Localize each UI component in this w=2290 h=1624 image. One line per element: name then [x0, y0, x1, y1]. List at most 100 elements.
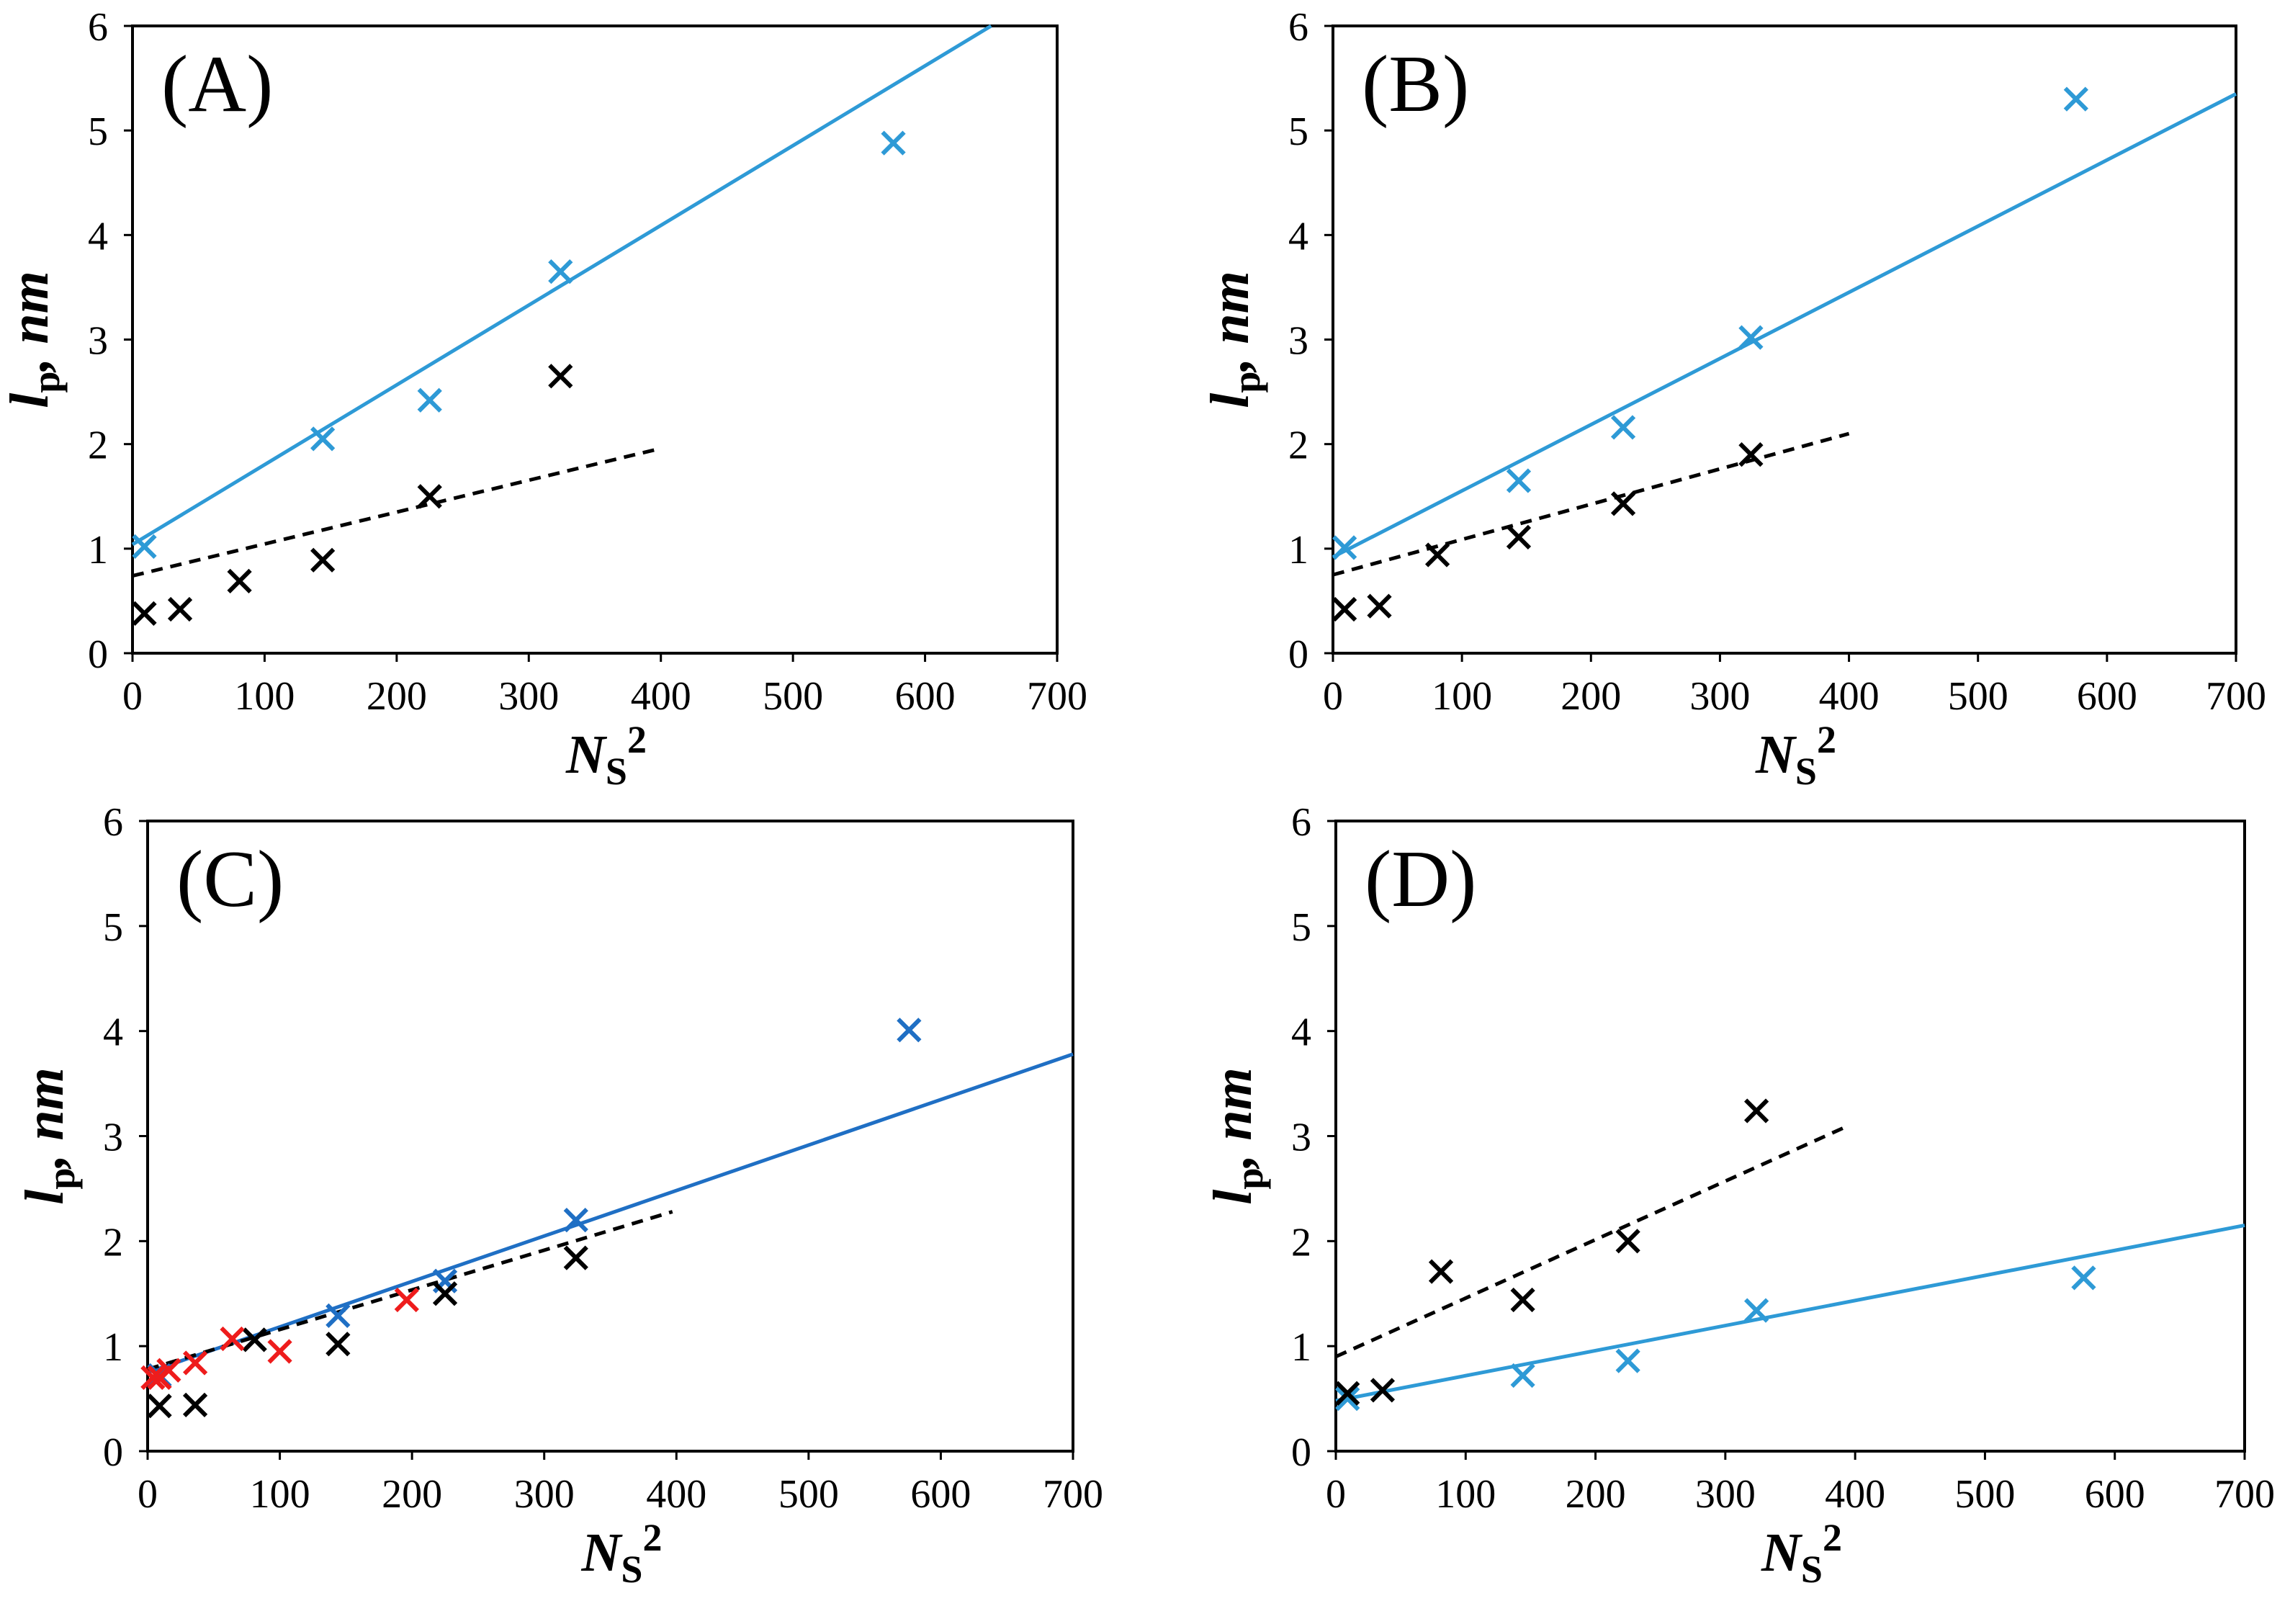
x-tick-label: 500	[1954, 1472, 2015, 1517]
x-tick-label: 500	[778, 1472, 839, 1517]
x-marker-stroke	[1738, 325, 1764, 350]
data-point-black	[242, 1327, 267, 1352]
data-point-black	[1610, 491, 1636, 516]
x-axis-title: NS2	[1755, 718, 1836, 793]
data-point-black	[1335, 1381, 1360, 1406]
x-tick-label: 100	[234, 674, 295, 719]
data-point-black	[1738, 442, 1764, 467]
x-marker-stroke	[147, 1394, 172, 1419]
x-tick-label: 400	[1825, 1472, 1885, 1517]
x-marker-stroke	[325, 1303, 351, 1328]
data-point-blue	[1506, 468, 1532, 493]
x-marker-stroke	[167, 596, 193, 622]
y-axis-title: lp, nm	[1200, 271, 1268, 408]
x-tick-label: 0	[1326, 1472, 1346, 1517]
y-tick-label: 6	[1291, 800, 1311, 845]
data-point-black	[548, 364, 573, 389]
y-tick-label: 3	[1291, 1116, 1311, 1160]
x-axis-title-sup: 2	[642, 1516, 662, 1559]
solid-fit-line	[1335, 1224, 2245, 1403]
x-marker-stroke	[432, 1281, 458, 1306]
x-marker-stroke	[417, 484, 442, 509]
x-tick-label: 200	[1566, 1472, 1626, 1517]
x-marker-stroke	[1510, 1363, 1535, 1389]
x-tick-label: 200	[1561, 674, 1621, 719]
x-tick-label: 400	[1819, 674, 1880, 719]
x-tick-label: 600	[895, 674, 956, 719]
data-point-black	[227, 568, 252, 593]
x-marker-stroke	[132, 601, 157, 626]
x-tick-label: 200	[367, 674, 427, 719]
x-marker-stroke	[1615, 1229, 1640, 1254]
data-point-black	[147, 1394, 172, 1419]
x-marker-stroke	[182, 1392, 208, 1417]
y-axis-title-sub: p	[24, 372, 68, 393]
data-point-black	[182, 1392, 208, 1417]
x-tick-label: 100	[1432, 674, 1492, 719]
x-tick-label: 400	[631, 674, 691, 719]
x-marker-stroke	[1506, 524, 1532, 549]
y-tick-label: 0	[1291, 1430, 1311, 1475]
x-tick-label: 300	[514, 1472, 575, 1517]
data-point-blue	[1738, 325, 1764, 350]
x-axis-title-main: N	[581, 1522, 624, 1583]
data-point-blue	[1335, 1386, 1360, 1412]
y-tick-label: 6	[1288, 5, 1308, 50]
data-point-black	[1428, 1259, 1454, 1284]
x-marker-stroke	[1332, 535, 1357, 560]
y-tick-label: 4	[1291, 1010, 1311, 1055]
data-point-blue	[563, 1208, 588, 1233]
y-tick-label: 5	[1291, 905, 1311, 950]
x-tick-label: 300	[498, 674, 559, 719]
x-marker-stroke	[310, 426, 336, 452]
data-point-black	[1744, 1098, 1769, 1123]
panel-label: (C)	[176, 835, 284, 924]
x-marker-stroke	[2063, 86, 2088, 112]
x-marker-stroke	[242, 1327, 267, 1352]
x-marker-stroke	[1367, 593, 1392, 619]
x-marker-stroke	[310, 547, 336, 573]
data-point-blue	[1510, 1363, 1535, 1389]
x-marker-stroke	[1335, 1386, 1360, 1412]
x-tick-label: 0	[1323, 674, 1343, 719]
data-point-blue	[881, 130, 906, 156]
data-point-black	[1510, 1287, 1535, 1313]
data-point-red	[182, 1350, 208, 1376]
data-point-black	[417, 484, 442, 509]
y-tick-label: 1	[1288, 528, 1308, 573]
y-axis-title-sub: p	[1225, 372, 1268, 393]
y-axis-title-rest: , nm	[14, 1067, 75, 1169]
x-marker-stroke	[897, 1018, 922, 1043]
y-tick-label: 5	[1288, 109, 1308, 154]
data-point-red	[140, 1365, 166, 1391]
y-tick-label: 3	[88, 319, 108, 364]
dashed-fit-line	[1334, 1123, 1850, 1359]
x-marker-stroke	[132, 534, 157, 560]
x-marker-stroke	[220, 1326, 245, 1352]
x-axis-title: NS2	[565, 718, 647, 793]
y-axis-title-sub: p	[40, 1168, 83, 1190]
y-axis-title: lp, nm	[1203, 1067, 1271, 1205]
x-marker-stroke	[1370, 1378, 1396, 1403]
x-axis-title-sub: S	[606, 750, 627, 793]
x-tick-label: 300	[1689, 674, 1750, 719]
x-marker-stroke	[1744, 1098, 1769, 1123]
dashed-fit-line	[132, 447, 657, 578]
x-axis-title-main: N	[565, 724, 608, 785]
y-tick-label: 1	[103, 1325, 123, 1370]
data-point-blue	[1615, 1348, 1640, 1373]
data-point-black	[1332, 596, 1357, 622]
y-tick-label: 2	[103, 1220, 123, 1265]
data-point-blue	[132, 534, 157, 560]
x-tick-label: 600	[2085, 1472, 2145, 1517]
x-tick-label: 300	[1695, 1472, 1756, 1517]
x-marker-stroke	[2071, 1265, 2096, 1291]
x-tick-label: 700	[2214, 1472, 2275, 1517]
dashed-fit-line	[1332, 431, 1850, 577]
data-point-black	[132, 601, 157, 626]
y-tick-label: 6	[103, 800, 123, 845]
x-marker-stroke	[417, 387, 442, 413]
data-point-blue	[310, 426, 336, 452]
